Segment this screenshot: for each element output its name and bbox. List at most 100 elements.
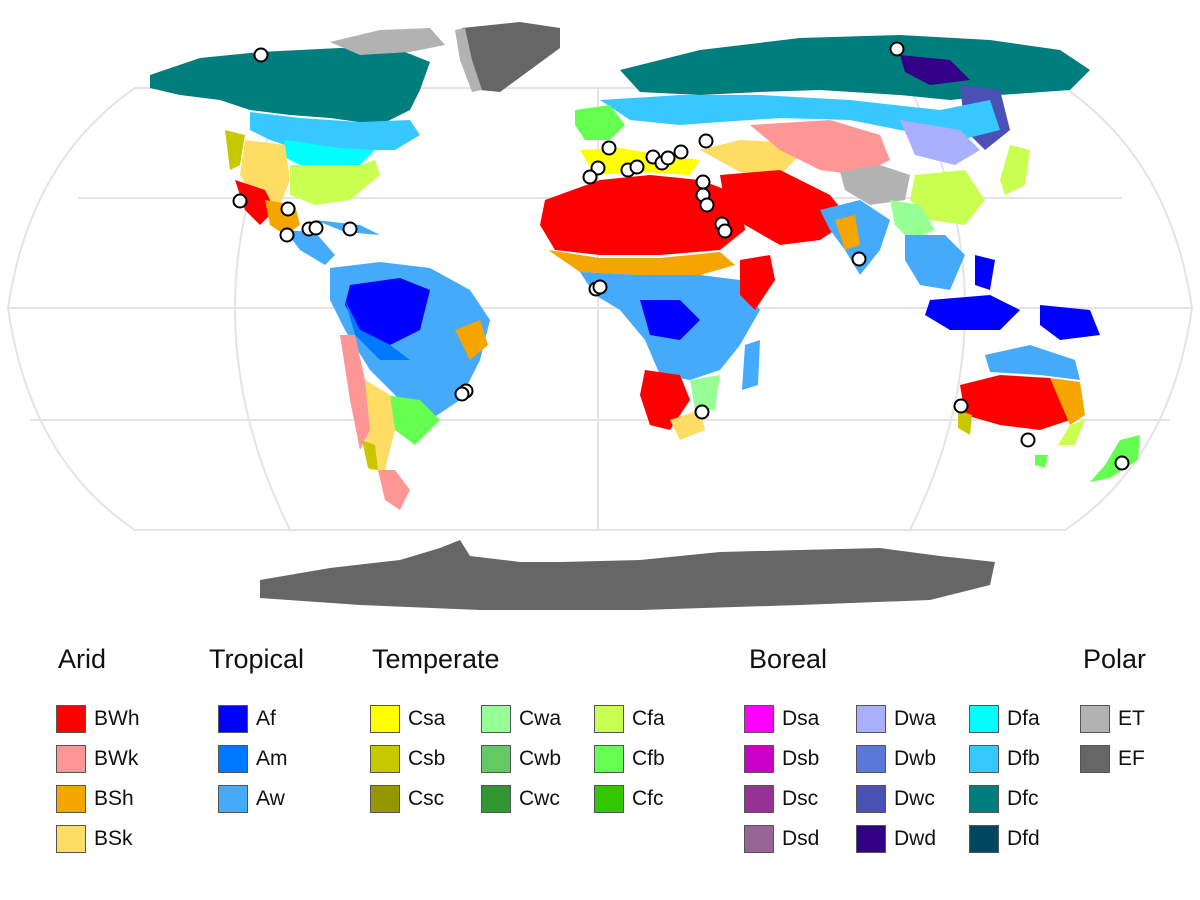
legend-entry-cfb: Cfb bbox=[594, 743, 665, 775]
legend-swatch-dfd bbox=[969, 825, 999, 853]
legend-swatch-dwd bbox=[856, 825, 886, 853]
region-nz-cfb bbox=[1090, 435, 1140, 482]
legend-swatch-ef bbox=[1080, 745, 1110, 773]
legend-entry-dfb: Dfb bbox=[969, 743, 1040, 775]
site-marker[interactable] bbox=[953, 398, 969, 414]
legend-entry-dsa: Dsa bbox=[744, 703, 819, 735]
legend-label-am: Am bbox=[256, 747, 288, 770]
legend-label-dwa: Dwa bbox=[894, 707, 937, 730]
site-marker[interactable] bbox=[280, 201, 296, 217]
south-america bbox=[330, 262, 490, 510]
region-greenland-et bbox=[455, 28, 482, 92]
site-marker[interactable] bbox=[717, 223, 733, 239]
region-csb-sw bbox=[958, 410, 972, 435]
site-marker[interactable] bbox=[698, 133, 714, 149]
legend-swatch-cwb bbox=[481, 745, 511, 773]
legend-entry-cfa: Cfa bbox=[594, 703, 665, 735]
legend-entry-bsk: BSk bbox=[56, 823, 133, 855]
legend-label-cwa: Cwa bbox=[519, 707, 562, 730]
legend-entry-csb: Csb bbox=[370, 743, 445, 775]
legend-swatch-aw bbox=[218, 785, 248, 813]
legend-entry-dsb: Dsb bbox=[744, 743, 819, 775]
legend-label-ef: EF bbox=[1118, 747, 1145, 770]
region-cfb bbox=[575, 105, 625, 140]
site-marker[interactable] bbox=[694, 404, 710, 420]
legend-label-cwb: Cwb bbox=[519, 747, 562, 770]
legend-label-et: ET bbox=[1118, 707, 1145, 730]
region-cfa bbox=[385, 395, 440, 445]
site-marker[interactable] bbox=[232, 193, 248, 209]
site-marker[interactable] bbox=[695, 174, 711, 190]
legend-group-title-boreal: Boreal bbox=[749, 644, 828, 674]
map-outline bbox=[6, 87, 1194, 531]
region-af-congo bbox=[640, 300, 700, 340]
legend-swatch-dfb bbox=[969, 745, 999, 773]
legend-swatch-bwk bbox=[56, 745, 86, 773]
site-marker[interactable] bbox=[1114, 455, 1130, 471]
site-marker[interactable] bbox=[592, 279, 608, 295]
legend-entry-cwb: Cwb bbox=[481, 743, 561, 775]
legend-entry-am: Am bbox=[218, 743, 288, 775]
region-bsk bbox=[700, 140, 800, 175]
region-cfa-east bbox=[1058, 420, 1085, 445]
region-dwa bbox=[900, 120, 980, 165]
region-madagascar-aw bbox=[742, 340, 760, 390]
site-marker[interactable] bbox=[454, 386, 470, 402]
legend-swatch-cfc bbox=[594, 785, 624, 813]
site-marker[interactable] bbox=[660, 150, 676, 166]
site-marker[interactable] bbox=[308, 220, 324, 236]
site-marker[interactable] bbox=[629, 159, 645, 175]
region-bwk bbox=[340, 335, 370, 450]
region-bsh bbox=[455, 320, 488, 360]
site-marker[interactable] bbox=[342, 221, 358, 237]
climate-world-map bbox=[6, 22, 1194, 610]
legend-label-cfc: Cfc bbox=[632, 787, 664, 810]
legend-entry-dwc: Dwc bbox=[856, 783, 935, 815]
legend-swatch-et bbox=[1080, 705, 1110, 733]
legend-swatch-dfa bbox=[969, 705, 999, 733]
site-marker[interactable] bbox=[851, 251, 867, 267]
legend-entry-bsh: BSh bbox=[56, 783, 134, 815]
region-bsh bbox=[1050, 378, 1085, 425]
region-dfc-siberia bbox=[620, 35, 1090, 100]
legend-label-dfd: Dfd bbox=[1007, 827, 1040, 850]
legend-entry-af: Af bbox=[218, 703, 276, 735]
legend-label-bsk: BSk bbox=[94, 827, 133, 850]
legend-label-cfa: Cfa bbox=[632, 707, 665, 730]
site-marker[interactable] bbox=[889, 41, 905, 57]
legend-label-dsb: Dsb bbox=[782, 747, 820, 770]
region-dfd bbox=[900, 55, 970, 85]
legend-label-dfa: Dfa bbox=[1007, 707, 1040, 730]
legend-label-cfb: Cfb bbox=[632, 747, 665, 770]
site-marker[interactable] bbox=[1020, 432, 1036, 448]
site-marker[interactable] bbox=[582, 169, 598, 185]
region-patagonia-bwk bbox=[378, 470, 410, 510]
legend-swatch-dsc bbox=[744, 785, 774, 813]
site-marker[interactable] bbox=[673, 144, 689, 160]
legend-entry-ef: EF bbox=[1080, 743, 1145, 775]
region-dfb bbox=[250, 112, 420, 150]
region-philippines-af bbox=[975, 255, 995, 290]
region-new-guinea-af bbox=[1040, 305, 1100, 340]
legend-label-dwb: Dwb bbox=[894, 747, 937, 770]
legend-label-csc: Csc bbox=[408, 787, 445, 810]
region-bwh bbox=[235, 180, 275, 225]
site-marker[interactable] bbox=[279, 227, 295, 243]
region-indonesia-af bbox=[925, 295, 1020, 330]
legend-label-csa: Csa bbox=[408, 707, 446, 730]
legend-entry-cfc: Cfc bbox=[594, 783, 664, 815]
region-dfa bbox=[280, 140, 375, 165]
legend-swatch-am bbox=[218, 745, 248, 773]
site-marker[interactable] bbox=[253, 47, 269, 63]
legend-swatch-csa bbox=[370, 705, 400, 733]
legend-label-csb: Csb bbox=[408, 747, 446, 770]
legend-entry-dsd: Dsd bbox=[744, 823, 819, 855]
region-india-bsh bbox=[835, 215, 860, 250]
region-aw bbox=[985, 345, 1080, 380]
region-se-asia-aw bbox=[905, 235, 965, 290]
legend-entry-dfc: Dfc bbox=[969, 783, 1039, 815]
site-marker[interactable] bbox=[699, 197, 715, 213]
region-japan-cfa bbox=[1000, 145, 1030, 195]
legend-swatch-bwh bbox=[56, 705, 86, 733]
site-marker[interactable] bbox=[601, 140, 617, 156]
